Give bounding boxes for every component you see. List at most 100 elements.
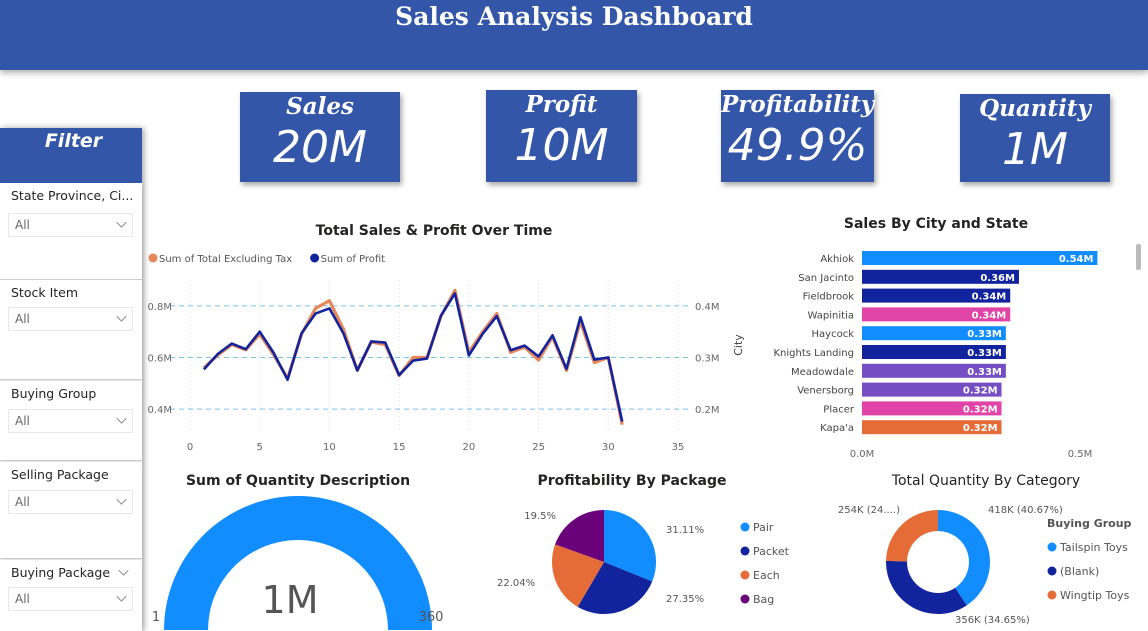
x-tick-label: 0.5M [1068, 449, 1093, 460]
kpi-card-profitability: Profitability 49.9% [721, 90, 874, 182]
line-chart-title: Total Sales & Profit Over Time [315, 223, 553, 239]
legend-label: Pair [753, 521, 774, 534]
x-tick-label: 30 [602, 442, 615, 453]
y-left-tick-label: 0.6M [147, 354, 172, 365]
bar-data-label: 0.34M [972, 292, 1007, 303]
legend-label: Bag [753, 593, 774, 606]
legend-dot [740, 570, 750, 580]
city-label: Kapa'a [820, 423, 854, 434]
slicer-dropdown[interactable]: All [8, 409, 133, 433]
kpi-card-quantity: Quantity 1M [960, 94, 1110, 182]
legend-label: Tailspin Toys [1059, 541, 1128, 554]
bar-data-label: 0.36M [980, 273, 1015, 284]
legend-dot [740, 546, 750, 556]
city-label: Placer [823, 404, 855, 415]
slice [938, 510, 991, 606]
city-label: Fieldbrook [803, 292, 855, 303]
legend-dot [310, 253, 320, 263]
slicer-dropdown[interactable]: All [8, 490, 133, 514]
gauge-title: Sum of Quantity Description [185, 473, 411, 489]
bar-chart-title: Sales By City and State [843, 216, 1029, 232]
slicer-label: Stock Item [11, 285, 79, 300]
page-title: Sales Analysis Dashboard [395, 2, 753, 31]
bar [862, 288, 1011, 303]
kpi-value: 49.9% [727, 120, 868, 171]
legend-dot [740, 594, 750, 604]
line-series [202, 288, 624, 425]
gauge-arc [164, 496, 432, 630]
city-label: San Jacinto [798, 273, 854, 284]
legend-dot [740, 522, 750, 532]
bar-data-label: 0.32M [963, 423, 998, 434]
legend-label: Sum of Total Excluding Tax [159, 254, 292, 265]
slicer-stock-item: Stock Item All [0, 280, 142, 380]
legend-label: (Blank) [1060, 565, 1099, 578]
legend-title: Buying Group [1047, 517, 1132, 530]
bar [862, 251, 1098, 265]
slicer-label: State Province, Ci... [11, 188, 134, 203]
scrollbar[interactable] [1136, 244, 1141, 270]
x-tick-label: 0.0M [850, 449, 875, 460]
donut-title: Total Quantity By Category [891, 473, 1081, 489]
slicer-buying-package: Buying Package All [0, 560, 142, 631]
y-left-tick-label: 0.8M [147, 302, 172, 313]
legend-label: Wingtip Toys [1060, 589, 1130, 602]
slice-data-label: 19.5% [524, 511, 556, 522]
bar [862, 345, 1006, 359]
bar [862, 307, 1011, 322]
x-tick-label: 25 [532, 442, 545, 453]
bar [862, 269, 1019, 284]
bar [862, 382, 1002, 397]
slice-data-label: 27.35% [666, 594, 704, 605]
slicer-selling-package: Selling Package All [0, 462, 142, 559]
legend-label: Sum of Profit [321, 254, 386, 265]
slice [577, 562, 653, 614]
slicer-label: Buying Package [11, 565, 111, 580]
city-label: Haycock [812, 329, 855, 340]
x-tick-label: 0 [187, 442, 193, 453]
city-label: Venersborg [797, 386, 854, 397]
slicer-dropdown[interactable]: All [8, 307, 133, 331]
slice-data-label: 418K (40.67%) [988, 505, 1063, 516]
bar-data-label: 0.34M [972, 310, 1007, 321]
city-label: Wapinitia [808, 310, 854, 321]
slicer-buying-group: Buying Group All [0, 381, 142, 461]
city-label: Knights Landing [773, 348, 854, 359]
dropdown-value: All [15, 414, 30, 428]
x-tick-label: 35 [672, 442, 685, 453]
legend-label: Packet [753, 545, 790, 558]
dropdown-value: All [15, 495, 30, 509]
bar-data-label: 0.33M [967, 348, 1002, 359]
slice-data-label: 254K (24....) [838, 505, 900, 516]
legend-dot [1047, 542, 1057, 552]
y-left-tick-label: 0.4M [147, 405, 172, 416]
bar [862, 363, 1006, 378]
slice [886, 510, 938, 562]
slice [555, 510, 604, 562]
filter-panel: Filter State Province, Ci... All Stock It… [0, 128, 142, 631]
slice-data-label: 31.11% [666, 525, 704, 536]
kpi-title: Sales [286, 93, 354, 120]
kpi-card-profit: Profit 10M [486, 90, 637, 182]
slicer-dropdown[interactable]: All [8, 587, 133, 611]
pie-title: Profitability By Package [537, 473, 727, 489]
y-right-tick-label: 0.4M [695, 302, 720, 313]
bar-data-label: 0.32M [963, 404, 998, 415]
slice [552, 544, 604, 607]
kpi-value: 1M [1002, 124, 1068, 175]
slicer-label: Selling Package [11, 467, 109, 482]
slicer-dropdown[interactable]: All [8, 213, 133, 237]
kpi-card-sales: Sales 20M [240, 92, 400, 182]
legend-label: Each [753, 569, 780, 582]
dashboard-header: Sales Analysis Dashboard [0, 0, 1148, 70]
city-label: Akhiok [820, 254, 854, 265]
slice-data-label: 22.04% [497, 578, 535, 589]
legend-dot [1047, 590, 1057, 600]
slice [604, 510, 657, 582]
dropdown-value: All [15, 218, 30, 232]
x-tick-label: 15 [393, 442, 406, 453]
slicer-label: Buying Group [11, 386, 97, 401]
kpi-title: Quantity [979, 95, 1091, 122]
y-right-tick-label: 0.3M [695, 354, 720, 365]
